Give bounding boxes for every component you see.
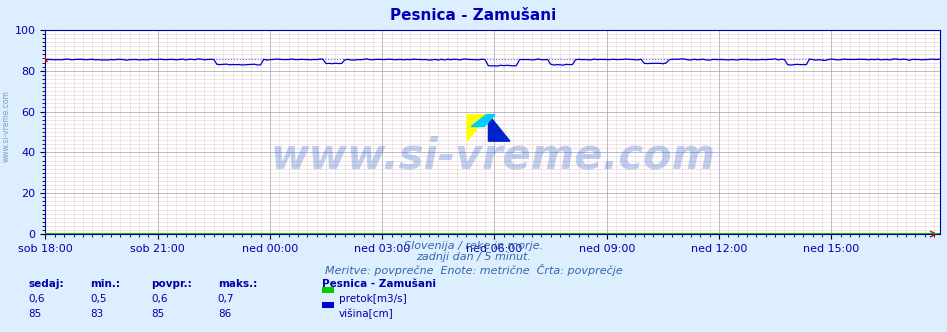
Text: 85: 85 bbox=[152, 309, 165, 319]
Polygon shape bbox=[472, 115, 495, 126]
Text: www.si-vreme.com: www.si-vreme.com bbox=[2, 90, 11, 162]
Polygon shape bbox=[489, 115, 509, 141]
Text: zadnji dan / 5 minut.: zadnji dan / 5 minut. bbox=[416, 252, 531, 262]
Text: 0,7: 0,7 bbox=[218, 294, 234, 304]
Text: maks.:: maks.: bbox=[218, 279, 257, 289]
Text: Pesnica - Zamušani: Pesnica - Zamušani bbox=[322, 279, 436, 289]
Text: 0,5: 0,5 bbox=[90, 294, 106, 304]
Text: www.si-vreme.com: www.si-vreme.com bbox=[271, 135, 715, 178]
Polygon shape bbox=[467, 115, 489, 141]
Text: min.:: min.: bbox=[90, 279, 120, 289]
Text: 0,6: 0,6 bbox=[152, 294, 168, 304]
Text: 86: 86 bbox=[218, 309, 231, 319]
Text: 85: 85 bbox=[28, 309, 42, 319]
Text: 0,6: 0,6 bbox=[28, 294, 45, 304]
Text: Slovenija / reke in morje.: Slovenija / reke in morje. bbox=[404, 241, 543, 251]
Text: povpr.:: povpr.: bbox=[152, 279, 192, 289]
Text: pretok[m3/s]: pretok[m3/s] bbox=[339, 294, 407, 304]
Text: 83: 83 bbox=[90, 309, 103, 319]
Text: višina[cm]: višina[cm] bbox=[339, 309, 394, 319]
Text: sedaj:: sedaj: bbox=[28, 279, 64, 289]
Text: Meritve: povprečne  Enote: metrične  Črta: povprečje: Meritve: povprečne Enote: metrične Črta:… bbox=[325, 264, 622, 276]
Text: Pesnica - Zamušani: Pesnica - Zamušani bbox=[390, 8, 557, 23]
